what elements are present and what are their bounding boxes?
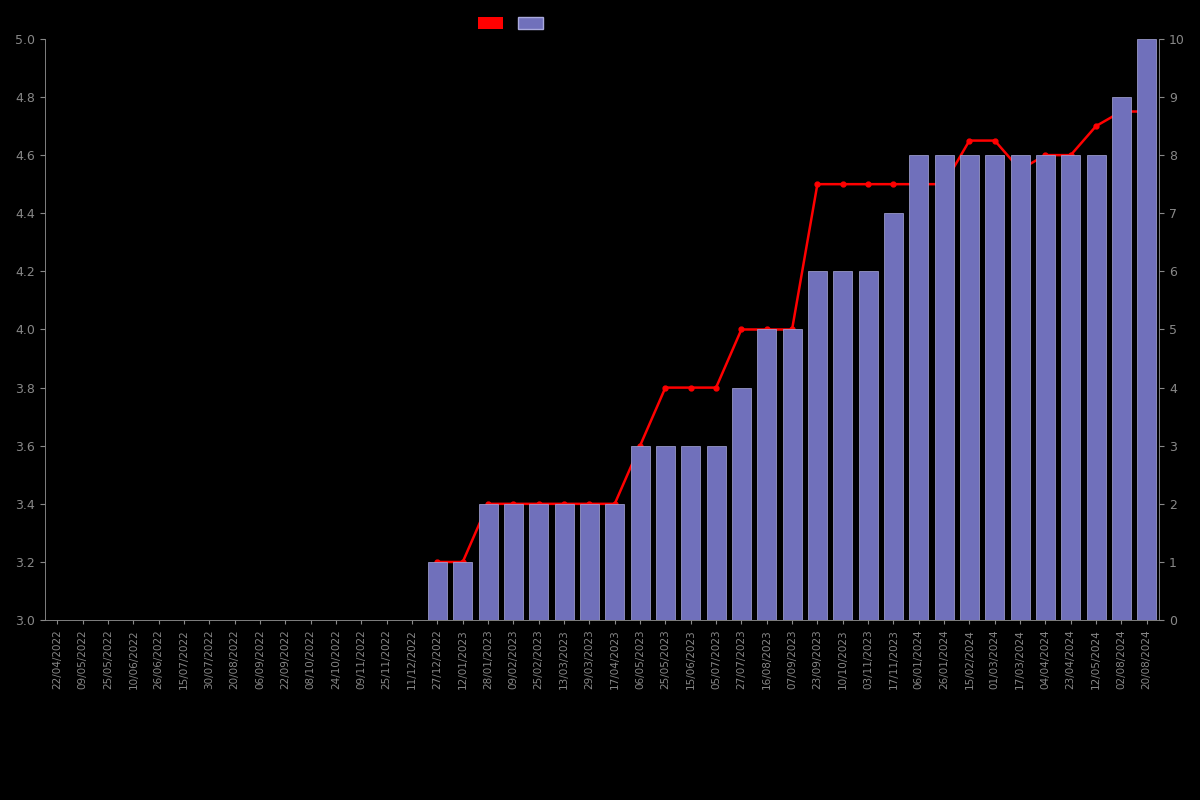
Bar — [985, 155, 1004, 620]
Bar — [504, 504, 523, 620]
Bar — [884, 214, 902, 620]
Bar — [479, 504, 498, 620]
Bar — [858, 271, 877, 620]
Bar — [454, 562, 473, 620]
Bar — [428, 562, 446, 620]
Bar — [605, 504, 624, 620]
Bar — [554, 504, 574, 620]
Bar — [580, 504, 599, 620]
Bar — [630, 446, 649, 620]
Bar — [935, 155, 954, 620]
Bar — [1138, 39, 1157, 620]
Bar — [782, 330, 802, 620]
Bar — [732, 388, 751, 620]
Bar — [656, 446, 674, 620]
Bar — [529, 504, 548, 620]
Legend: , : , — [478, 17, 547, 30]
Bar — [1112, 97, 1130, 620]
Bar — [808, 271, 827, 620]
Bar — [1036, 155, 1055, 620]
Bar — [682, 446, 701, 620]
Bar — [833, 271, 852, 620]
Bar — [1061, 155, 1080, 620]
Bar — [960, 155, 979, 620]
Bar — [757, 330, 776, 620]
Bar — [910, 155, 929, 620]
Bar — [1086, 155, 1105, 620]
Bar — [707, 446, 726, 620]
Bar — [1010, 155, 1030, 620]
